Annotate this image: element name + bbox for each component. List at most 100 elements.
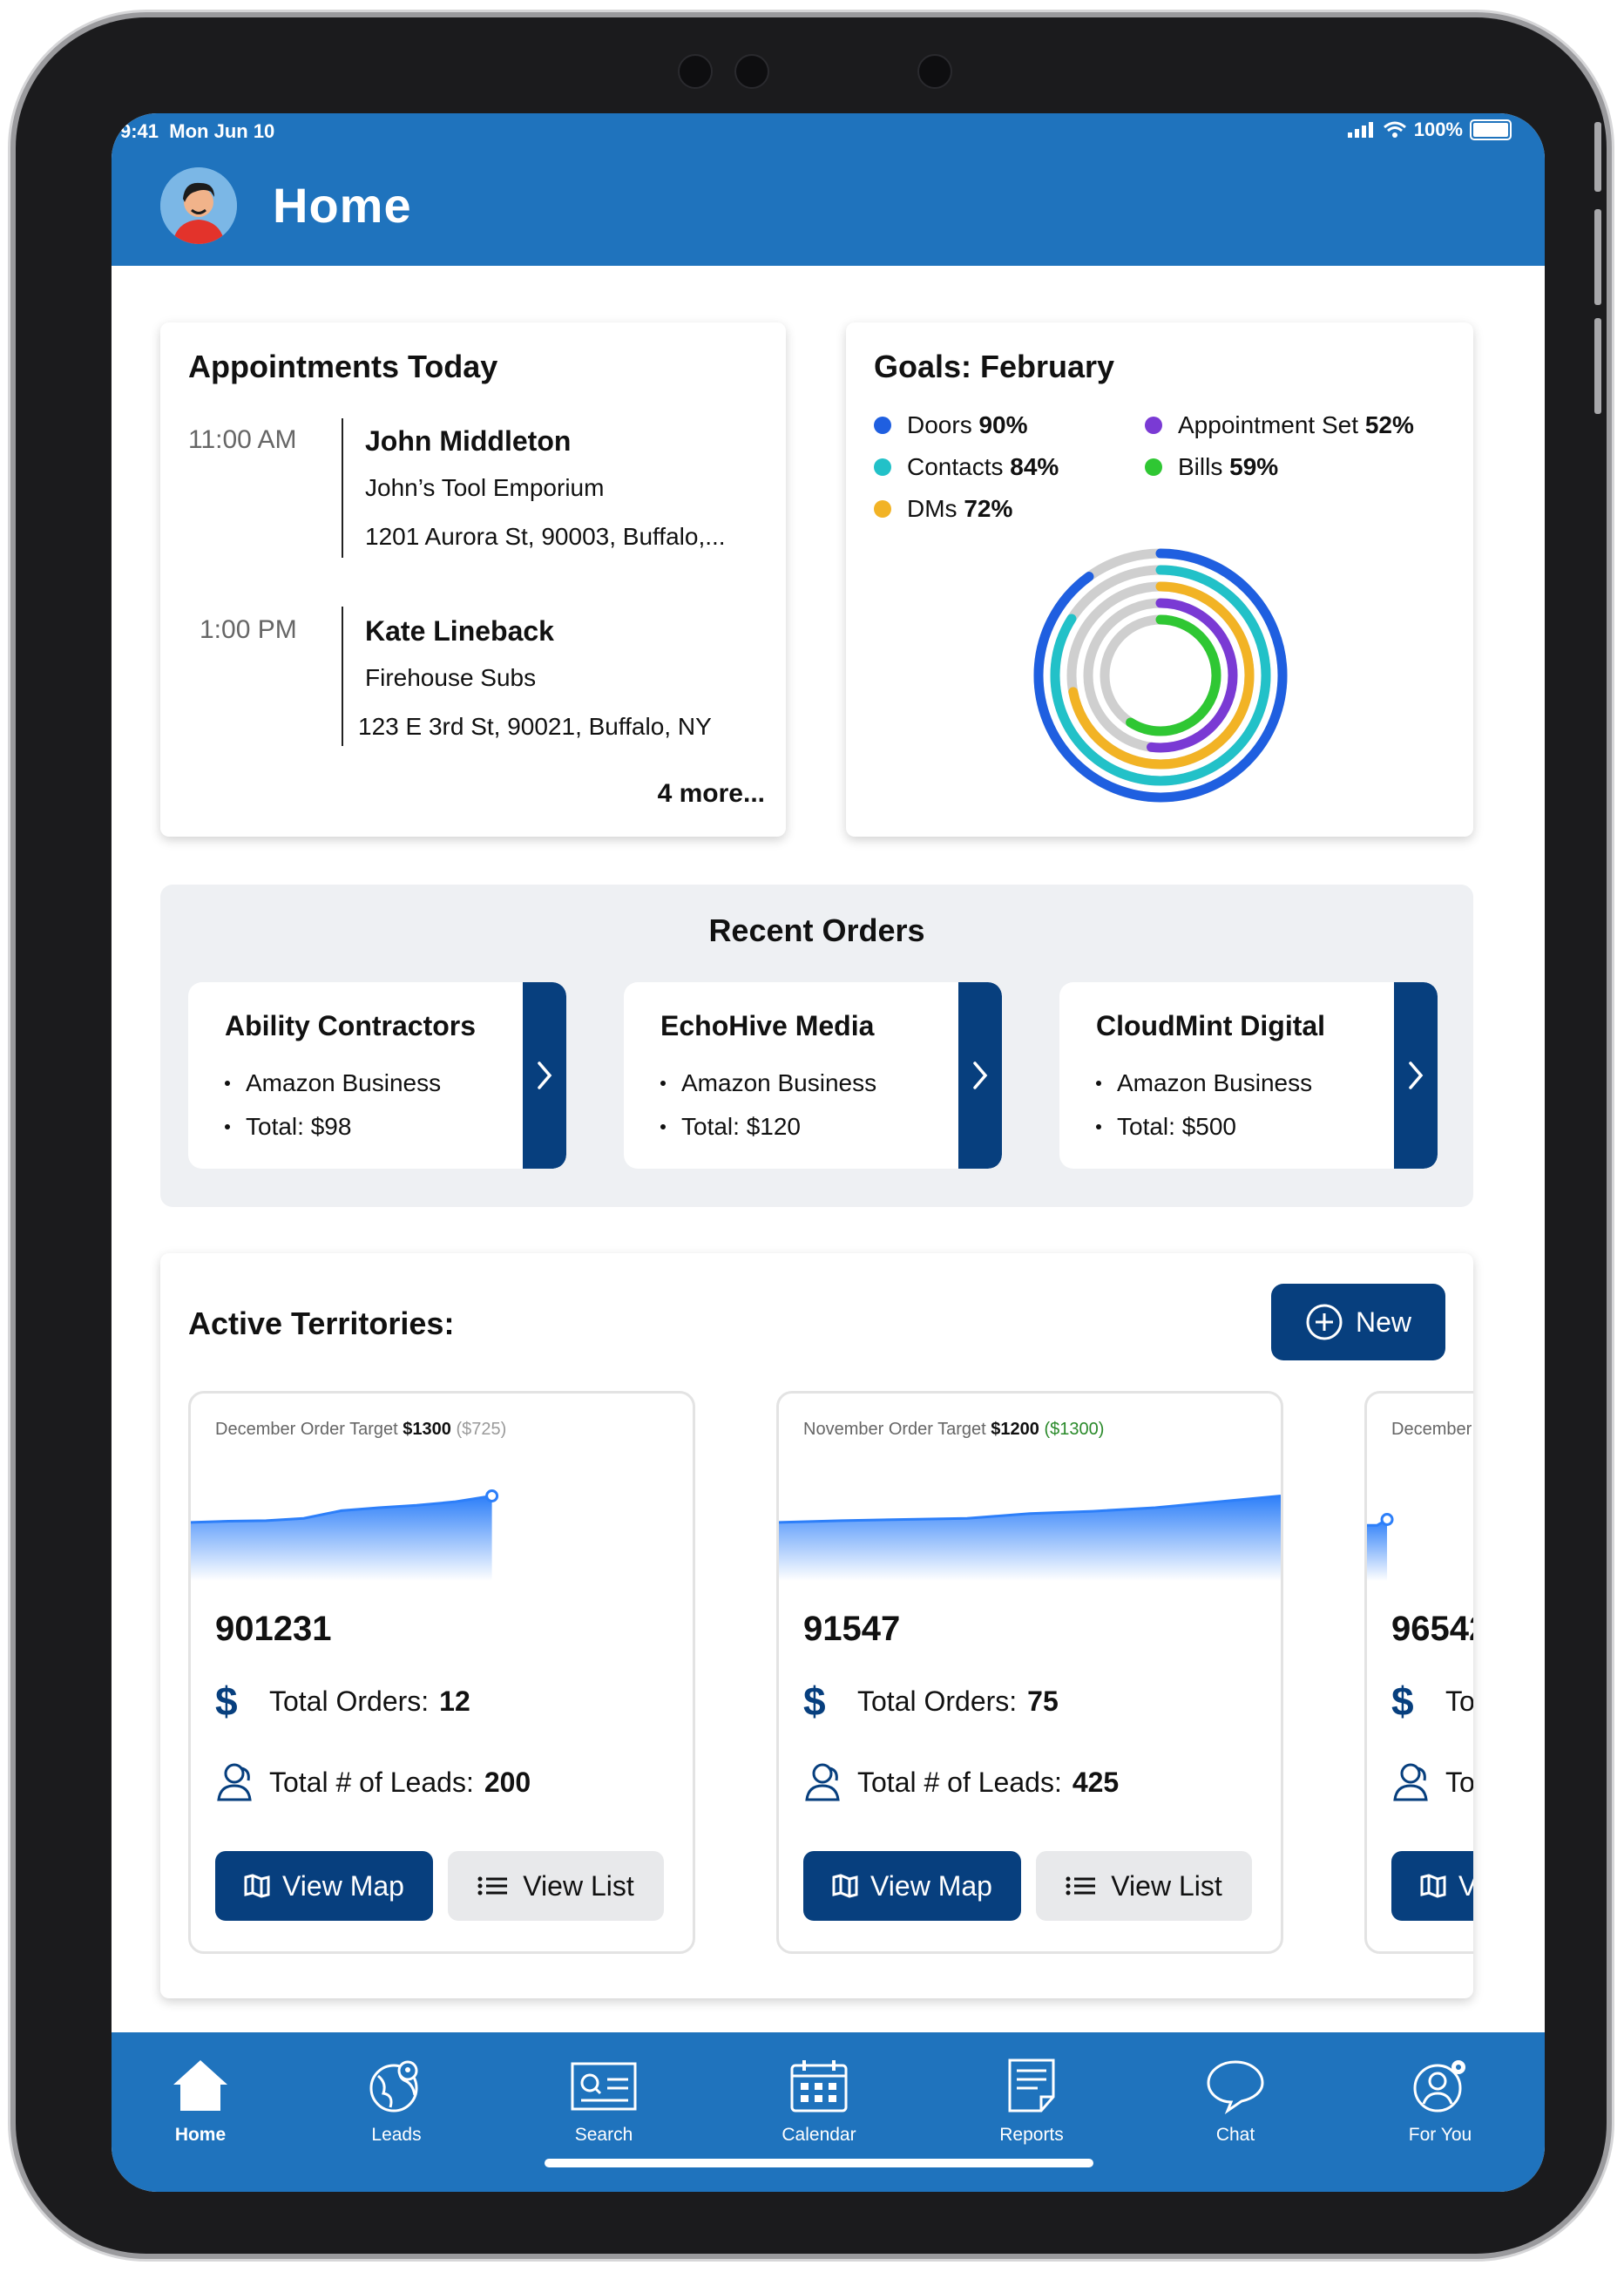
battery-icon (1470, 119, 1512, 140)
order-open-button[interactable] (958, 982, 1002, 1169)
trend-line (191, 1495, 492, 1524)
divider (342, 607, 343, 746)
view-map-button[interactable]: View Map (803, 1851, 1021, 1921)
volume-down-button (1594, 318, 1601, 414)
appointment-name[interactable]: Kate Lineback (365, 615, 554, 647)
legend-bills: Bills 59% (1145, 453, 1278, 481)
trend-line (779, 1495, 1281, 1524)
legend-label: Contacts (907, 453, 1004, 480)
total-orders-label: Total Orders: (1445, 1685, 1473, 1717)
tab-label: Reports (999, 2125, 1064, 2145)
home-indicator (545, 2159, 1093, 2167)
view-list-button[interactable]: View List (448, 1851, 664, 1921)
order-total: Total: $500 (1096, 1113, 1236, 1141)
legend-value: 84% (1010, 453, 1059, 480)
recent-orders-panel: Recent Orders Ability Contractors Amazon… (160, 885, 1473, 1207)
chevron-right-icon (973, 1061, 988, 1089)
tab-home[interactable]: Home (131, 2057, 270, 2146)
more-appointments-link[interactable]: 4 more... (657, 779, 765, 808)
tab-for-you[interactable]: For You (1370, 2057, 1510, 2146)
territory-trend-chart (191, 1489, 499, 1581)
order-card[interactable]: CloudMint Digital Amazon Business Total:… (1059, 982, 1438, 1169)
chevron-right-icon (1409, 1061, 1424, 1089)
order-card[interactable]: Ability Contractors Amazon Business Tota… (188, 982, 566, 1169)
new-territory-button[interactable]: New (1271, 1284, 1445, 1360)
tab-search[interactable]: Search (534, 2057, 673, 2146)
appointment-business: John’s Tool Emporium (365, 474, 605, 501)
status-indicators: 100% (1347, 119, 1512, 141)
appointment-time: 11:00 AM (188, 425, 297, 454)
tab-label: Home (174, 2125, 227, 2145)
territory-trend-chart (1367, 1513, 1394, 1581)
legend-value: 72% (964, 495, 1013, 522)
total-orders-value: 12 (439, 1685, 470, 1717)
app-header: 9:41 Mon Jun 10 100% Home (112, 113, 1545, 266)
map-icon (832, 1874, 858, 1898)
territory-card[interactable]: December Order Target 96542 $ Total Orde… (1364, 1391, 1473, 1954)
order-target: December Order Target $1300 ($725) (215, 1420, 507, 1439)
wifi-icon (1383, 121, 1406, 138)
dollar-icon: $ (215, 1679, 238, 1724)
chat-icon (1207, 2060, 1264, 2114)
tab-label: For You (1408, 2125, 1472, 2145)
total-leads-row: Total # of Leads: (1391, 1761, 1473, 1803)
divider (342, 418, 343, 558)
appointment-name[interactable]: John Middleton (365, 425, 572, 457)
order-source: Amazon Business (660, 1069, 876, 1097)
tab-label: Search (574, 2125, 633, 2145)
view-list-button[interactable]: View List (1036, 1851, 1252, 1921)
total-orders-row: $ Total Orders: 75 (803, 1678, 1059, 1725)
order-target: December Order Target (1391, 1420, 1473, 1439)
tab-reports[interactable]: Reports (962, 2057, 1101, 2146)
order-card[interactable]: EchoHive Media Amazon Business Total: $1… (624, 982, 1002, 1169)
legend-appointment-set: Appointment Set 52% (1145, 411, 1414, 439)
avatar[interactable] (160, 167, 237, 244)
order-open-button[interactable] (1394, 982, 1438, 1169)
territory-card[interactable]: November Order Target $1200 ($1300) 9154… (776, 1391, 1283, 1954)
tab-label: Leads (371, 2125, 422, 2145)
calendar-icon (790, 2060, 848, 2113)
trend-area (1367, 1519, 1388, 1581)
sensor-dot (917, 54, 952, 89)
active-territories-card: Active Territories: New December Order T… (160, 1253, 1473, 1998)
trend-endpoint (1380, 1513, 1394, 1526)
new-button-label: New (1355, 1306, 1411, 1338)
legend-value: 52% (1364, 411, 1414, 438)
order-source: Amazon Business (1096, 1069, 1312, 1097)
goals-card[interactable]: Goals: February Doors 90% Appointment Se… (846, 322, 1473, 837)
view-map-label: View Map (1458, 1870, 1473, 1902)
goal-ring-contacts (1050, 565, 1271, 786)
territory-card[interactable]: December Order Target $1300 ($725) 90123… (188, 1391, 695, 1954)
tab-calendar[interactable]: Calendar (749, 2057, 889, 2146)
legend-dot (874, 500, 891, 518)
view-map-button[interactable]: View Map (1391, 1851, 1473, 1921)
total-leads-row: Total # of Leads: 425 (803, 1761, 1119, 1803)
signal-icon (1347, 122, 1373, 138)
legend-label: Bills (1178, 453, 1223, 480)
view-map-label: View Map (282, 1869, 404, 1902)
goal-ring-appointment-set (1083, 598, 1238, 753)
legend-label: DMs (907, 495, 957, 522)
map-icon (1420, 1874, 1446, 1898)
total-leads-value: 425 (1072, 1766, 1120, 1798)
dollar-icon: $ (803, 1679, 826, 1724)
legend-dot (1145, 417, 1162, 434)
dollar-icon: $ (1391, 1679, 1414, 1724)
tab-leads[interactable]: Leads (327, 2057, 466, 2146)
home-icon (173, 2060, 227, 2111)
order-open-button[interactable] (523, 982, 566, 1169)
reports-icon (1008, 2058, 1055, 2113)
globe-pin-icon (369, 2060, 418, 2113)
tablet-frame: 9:41 Mon Jun 10 100% Home Appointme (16, 17, 1607, 2254)
trend-area (191, 1495, 492, 1581)
territory-trend-chart (779, 1495, 1281, 1581)
legend-value: 90% (978, 411, 1028, 438)
camera-lens (734, 54, 769, 89)
bottom-tab-bar: Home Leads Search Calendar Reports Chat (112, 2032, 1545, 2192)
view-map-button[interactable]: View Map (215, 1851, 433, 1921)
total-orders-label: Total Orders: (269, 1685, 430, 1717)
appointments-card[interactable]: Appointments Today 11:00 AM John Middlet… (160, 322, 786, 837)
users-icon (217, 1763, 252, 1801)
tab-chat[interactable]: Chat (1166, 2057, 1305, 2146)
goal-ring-dms (1066, 581, 1255, 770)
